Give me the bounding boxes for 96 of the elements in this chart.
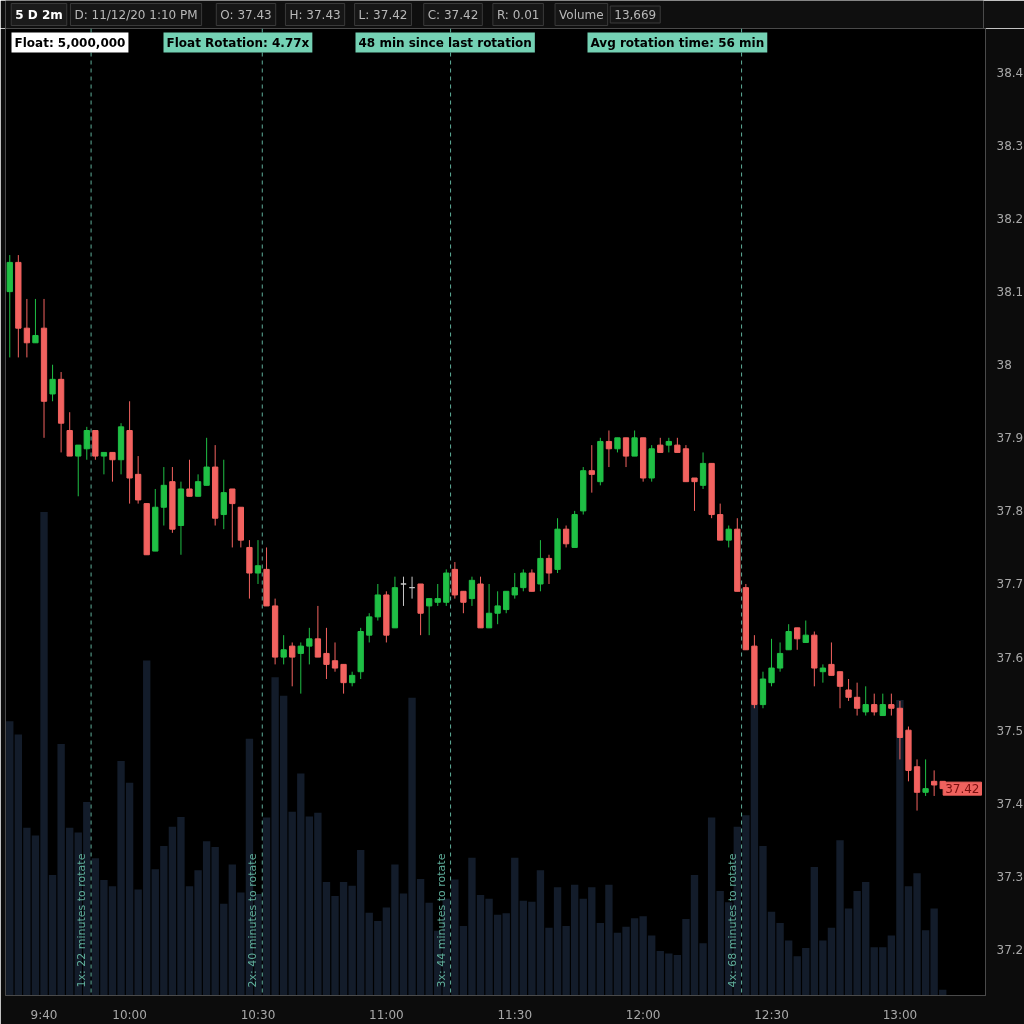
text: H: 37.43 — [289, 7, 341, 22]
text: C: 37.42 — [427, 7, 479, 22]
candlestick — [109, 451, 116, 483]
x-tick-label: 13:00 — [882, 1007, 918, 1022]
text: Volume — [559, 7, 604, 22]
candlestick — [400, 576, 407, 607]
x-tick-label: 10:00 — [112, 1007, 147, 1022]
candlestick — [485, 583, 493, 629]
bar — [6, 721, 14, 996]
candlestick — [426, 598, 433, 636]
candlestick — [930, 769, 938, 797]
candlestick — [323, 627, 330, 680]
y-tick-label: 37.6 — [996, 650, 1024, 665]
candlestick — [631, 430, 638, 457]
y-tick-label: 37.9 — [996, 431, 1024, 446]
candlestick — [203, 437, 210, 486]
text: D: 11/12/20 1:10 PM — [74, 7, 198, 22]
candlestick — [280, 634, 287, 665]
annotation: 48 min since last rotation — [358, 35, 532, 50]
annotation: Avg rotation time: 56 min — [590, 35, 765, 50]
candlestick — [194, 473, 202, 497]
candlestick — [802, 620, 809, 643]
annotation: 2x: 40 minutes to rotate — [246, 853, 260, 988]
candlestick — [622, 437, 630, 468]
y-tick-label: 37.3 — [996, 869, 1024, 884]
candlestick — [297, 641, 304, 695]
candlestick — [588, 444, 595, 494]
y-tick-label: 37.5 — [996, 723, 1024, 738]
candlestick — [879, 693, 886, 717]
candlestick — [366, 612, 373, 643]
x-tick-label: 12:00 — [625, 1007, 661, 1022]
candlestick — [434, 583, 441, 607]
annotation: 4x: 68 minutes to rotate — [725, 853, 739, 988]
candlestick — [562, 525, 570, 548]
candlestick — [229, 488, 236, 548]
candlestick — [871, 693, 878, 717]
candlestick — [32, 298, 39, 344]
candlestick — [460, 590, 467, 614]
annotation: 37.42 — [945, 782, 980, 797]
annotation: 1x: 22 minutes to rotate — [75, 853, 89, 988]
candlestick — [160, 466, 167, 527]
candlestick — [862, 685, 869, 717]
candlestick — [331, 641, 339, 673]
annotation: 3x: 44 minutes to rotate — [434, 853, 448, 988]
candlestick — [520, 568, 527, 592]
candlestick — [699, 451, 707, 490]
y-tick-label: 38 — [996, 358, 1012, 373]
candlestick — [725, 525, 732, 548]
candlestick — [23, 298, 31, 358]
y-tick-label: 37.2 — [996, 942, 1024, 957]
candlestick — [340, 663, 347, 695]
y-tick-label: 37.7 — [996, 577, 1024, 592]
candlestick — [845, 678, 852, 702]
candlestick — [819, 663, 827, 684]
y-tick-label: 38.1 — [996, 285, 1024, 300]
text: R: 0.01 — [496, 7, 540, 22]
candlestick — [888, 693, 895, 717]
x-tick-label: 11:30 — [497, 1007, 533, 1022]
candlestick — [828, 641, 835, 676]
y-tick-label: 38.3 — [996, 138, 1024, 153]
candlestick — [494, 590, 501, 625]
candlestick — [768, 638, 775, 687]
y-tick-label: 38.2 — [996, 212, 1024, 227]
x-tick-label: 10:30 — [240, 1007, 276, 1022]
candlestick — [468, 576, 476, 607]
candlestick — [314, 605, 322, 658]
chart-title: 5 D 2m — [15, 7, 63, 22]
candlestick — [794, 627, 801, 651]
candlestick — [254, 539, 262, 585]
x-tick-label: 12:30 — [754, 1007, 789, 1022]
y-tick-label: 37.8 — [996, 504, 1024, 519]
candlestick — [186, 459, 193, 497]
x-tick-label: 11:00 — [369, 1007, 404, 1022]
candlestick — [776, 641, 784, 673]
text: L: 37.42 — [358, 7, 408, 22]
candlestick — [289, 641, 296, 687]
candlestick — [220, 459, 227, 530]
annotation: Float: 5,000,000 — [14, 35, 126, 50]
candlestick — [785, 623, 792, 651]
text: O: 37.43 — [220, 7, 272, 22]
y-tick-label: 38.4 — [996, 65, 1024, 80]
candlestick — [528, 568, 536, 592]
text: 13,669 — [614, 8, 657, 22]
candlestick — [100, 451, 108, 475]
candlestick — [49, 364, 56, 402]
candlestick — [853, 682, 861, 717]
candlestick — [922, 758, 929, 797]
candlestick — [545, 554, 553, 585]
y-tick-label: 37.4 — [996, 796, 1024, 811]
x-tick-label: 9:40 — [30, 1007, 58, 1022]
candlestick — [691, 477, 698, 512]
candlestick — [374, 583, 381, 622]
candlestick — [605, 430, 613, 468]
annotation: Float Rotation: 4.77x — [166, 35, 310, 50]
candlestick — [836, 671, 844, 709]
candlestick — [306, 627, 313, 665]
